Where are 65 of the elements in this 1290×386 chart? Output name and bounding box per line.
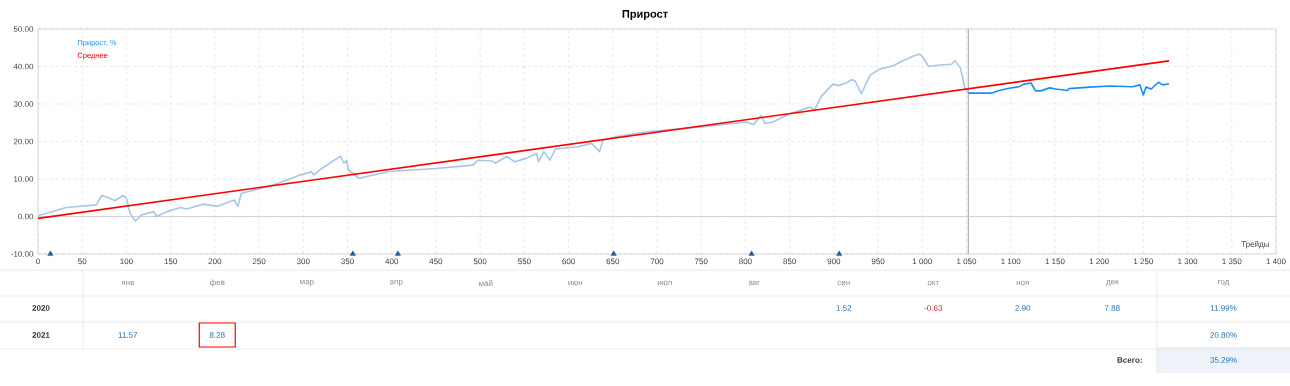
line-series	[967, 81, 1170, 96]
text: Всего:	[1117, 357, 1142, 363]
x-tick-label: 300	[296, 258, 310, 265]
category-label: май	[479, 279, 493, 287]
chart-title: Прирост	[622, 10, 668, 20]
category-label: окт	[927, 280, 939, 286]
y-tick-label: 0.00	[18, 213, 34, 220]
x-tick-label: 850	[783, 258, 797, 265]
x-axis-title: Трейды	[1241, 240, 1269, 249]
category-label: сен	[837, 280, 850, 286]
x-tick-label: 400	[385, 258, 399, 265]
text: 11.99%	[1210, 305, 1237, 311]
x-tick-label: 1 250	[1133, 258, 1154, 265]
x-tick-label: 1 150	[1045, 258, 1065, 265]
text: 11.57	[118, 332, 138, 338]
x-tick-label: 0	[36, 258, 40, 265]
x-tick-label: 450	[429, 258, 443, 265]
category-label: дек	[1106, 280, 1119, 286]
x-tick-label: 800	[739, 258, 752, 265]
y-tick-label: 10.00	[14, 176, 34, 182]
x-tick-label: 1 050	[957, 258, 977, 265]
category-label: июн	[568, 280, 583, 286]
category-label: год	[1218, 280, 1230, 286]
text: 7.88	[1104, 305, 1120, 311]
category-label: апр	[389, 280, 403, 286]
x-tick-label: 1 200	[1089, 258, 1109, 265]
text: 35.29%	[1210, 357, 1237, 363]
y-tick-label: 30.00	[13, 101, 34, 107]
y-tick-label: 20.00	[13, 138, 34, 145]
category-label: мар	[300, 280, 314, 286]
category-label: 2021	[32, 332, 50, 338]
x-tick-label: 1 100	[1001, 258, 1021, 265]
category-label: авг	[748, 280, 760, 286]
y-tick-label: -10.00	[11, 251, 34, 257]
category-label: янв	[121, 280, 134, 286]
x-tick-label: 1 350	[1222, 258, 1242, 265]
x-tick-label: 950	[871, 258, 885, 265]
category-label: фев	[209, 279, 225, 287]
y-tick-label: 40.00	[13, 63, 34, 70]
category-label: 2020	[32, 305, 50, 311]
x-tick-label: 600	[562, 258, 575, 265]
category-label: ноя	[1016, 280, 1029, 286]
x-tick-label: 350	[341, 258, 354, 265]
x-tick-label: 650	[606, 258, 620, 265]
text: 1.52	[836, 305, 852, 311]
x-tick-label: 1 000	[912, 258, 932, 265]
x-tick-label: 1 400	[1266, 258, 1286, 265]
x-tick-label: 750	[694, 258, 708, 265]
text: 20.80%	[1210, 332, 1237, 338]
text: 8.28	[209, 332, 225, 338]
x-tick-label: 900	[827, 258, 841, 265]
x-tick-label: 700	[650, 258, 664, 265]
x-tick-label: 100	[120, 258, 133, 265]
x-tick-label: 550	[518, 258, 531, 265]
x-tick-label: 200	[208, 258, 222, 265]
x-tick-label: 150	[164, 258, 178, 265]
x-tick-label: 500	[473, 258, 487, 265]
x-tick-label: 250	[252, 258, 266, 265]
x-tick-label: 50	[78, 258, 87, 265]
text: -0.63	[924, 305, 943, 311]
y-tick-label: 50.00	[13, 26, 34, 32]
text: 2.90	[1015, 305, 1031, 311]
line-series	[38, 53, 970, 222]
category-label: июл	[657, 280, 672, 286]
x-tick-label: 1 300	[1178, 258, 1198, 265]
